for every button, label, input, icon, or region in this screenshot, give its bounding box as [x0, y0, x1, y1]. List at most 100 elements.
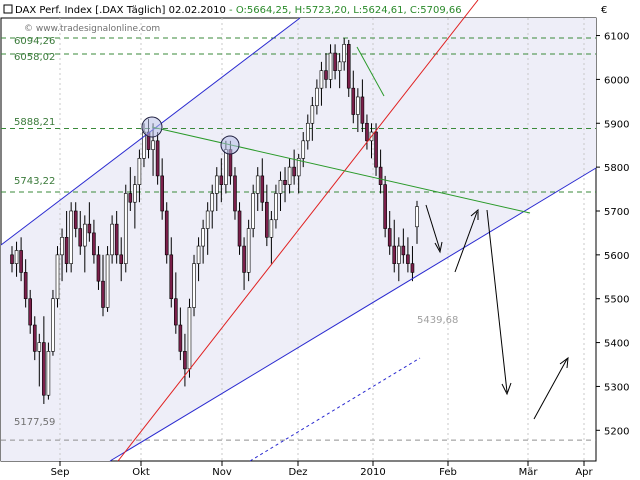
candle-body [55, 254, 60, 300]
candle-body [287, 166, 292, 185]
x-axis: Sep Okt Nov Dez 2010 Feb Mär Apr [51, 461, 594, 478]
candle-body [356, 96, 360, 115]
candle-body [178, 324, 183, 352]
candle-body [283, 179, 287, 185]
candle-body [315, 87, 319, 107]
channel-lower-line [109, 167, 597, 462]
candle-body [46, 351, 51, 396]
candle-body [278, 179, 283, 194]
candle-body [328, 52, 333, 80]
candle-body [83, 223, 87, 247]
watermark: © www.tradesignalonline.com [24, 24, 160, 34]
trend-line-green-short [356, 46, 385, 97]
candle-body [32, 324, 37, 352]
candle-body [187, 307, 192, 370]
trend-line-red [117, 0, 479, 462]
arrow-3 [486, 209, 508, 393]
candle-body [114, 223, 119, 256]
candle-body [401, 245, 406, 256]
vertical-grid [59, 18, 585, 461]
arrow-4 [533, 358, 568, 420]
candle-body [251, 193, 255, 229]
candle-body [201, 228, 205, 247]
candle-body [214, 175, 219, 194]
y-tick-label-4: 5600 [604, 251, 629, 262]
pattern-circle-2 [220, 135, 240, 155]
chart-header: DAX Perf. Index [.DAX Täglich] 02.02.201… [3, 4, 462, 16]
y-tick-label-7: 5900 [604, 119, 629, 130]
candle-body [224, 149, 228, 185]
candle-body [19, 250, 23, 273]
arrow-1 [425, 204, 441, 251]
level-label-5: 5177,59 [14, 417, 55, 428]
level-label-2: 6058,02 [14, 52, 55, 63]
candle-body [110, 223, 114, 256]
candle-body [374, 131, 378, 168]
candle-body [37, 342, 42, 352]
candle-body [73, 210, 78, 229]
candle-body [378, 166, 383, 185]
level-label-1: 6094,26 [14, 36, 55, 47]
candle-body [324, 70, 328, 80]
candle-body [164, 210, 169, 256]
arrow-3-head [501, 382, 512, 396]
x-tick-label-6: Mär [519, 467, 539, 478]
candle-body [392, 245, 397, 264]
candle-body [205, 210, 210, 229]
arrow-4-head [559, 356, 569, 369]
pattern-circle-1 [141, 116, 163, 138]
candle-body [269, 219, 274, 238]
candle-body [260, 175, 265, 203]
candle-body [242, 245, 246, 273]
candlesticks [10, 38, 419, 404]
level-label-4: 5743,22 [14, 176, 55, 187]
candle-body [23, 272, 28, 300]
candle-body [387, 228, 392, 247]
x-tick-label-2: Nov [212, 467, 232, 478]
candle-body [219, 175, 224, 185]
candle-body [237, 210, 242, 247]
candle-body [337, 61, 342, 71]
candle-body [365, 122, 369, 142]
candle-body [319, 70, 324, 89]
y-tick-label-9: 6100 [604, 32, 629, 43]
candle-body [396, 245, 401, 264]
projection-label: 5439,68 [417, 315, 458, 326]
candle-body [301, 140, 306, 159]
candle-body [155, 140, 160, 177]
candle-body [28, 298, 33, 326]
candle-body [265, 201, 269, 238]
y-tick-label-5: 5700 [604, 207, 629, 218]
level-label-3: 5888,21 [14, 117, 55, 128]
candle-body [51, 298, 55, 352]
candle-body [192, 263, 196, 308]
currency-symbol: € [601, 5, 607, 16]
candle-body [305, 122, 310, 142]
candle-body [60, 237, 64, 256]
x-tick-label-5: Feb [439, 467, 457, 478]
candle-body [133, 184, 137, 203]
candle-body [274, 193, 278, 221]
candle-body [196, 245, 201, 264]
candle-body [119, 254, 124, 264]
header-checkbox-icon[interactable] [3, 4, 13, 14]
candle-body [296, 158, 301, 177]
x-tick-label-4: 2010 [360, 467, 385, 478]
trend-line-green [151, 126, 531, 214]
candle-body [92, 232, 96, 256]
candle-body [410, 263, 415, 273]
candle-body [128, 193, 133, 203]
y-tick-label-3: 5500 [604, 295, 629, 306]
candle-body [415, 206, 419, 228]
y-axis: 5200 5300 5400 5500 5600 5700 5800 5900 6000 6100 [596, 32, 629, 437]
candle-body [310, 105, 315, 124]
candle-body [346, 44, 351, 89]
candle-body [87, 223, 92, 234]
candle-body [96, 254, 101, 282]
candle-body [14, 250, 19, 264]
candle-body [342, 44, 346, 63]
y-tick-label-0: 5200 [604, 426, 629, 437]
candle-body [160, 175, 164, 212]
candle-body [10, 254, 14, 264]
